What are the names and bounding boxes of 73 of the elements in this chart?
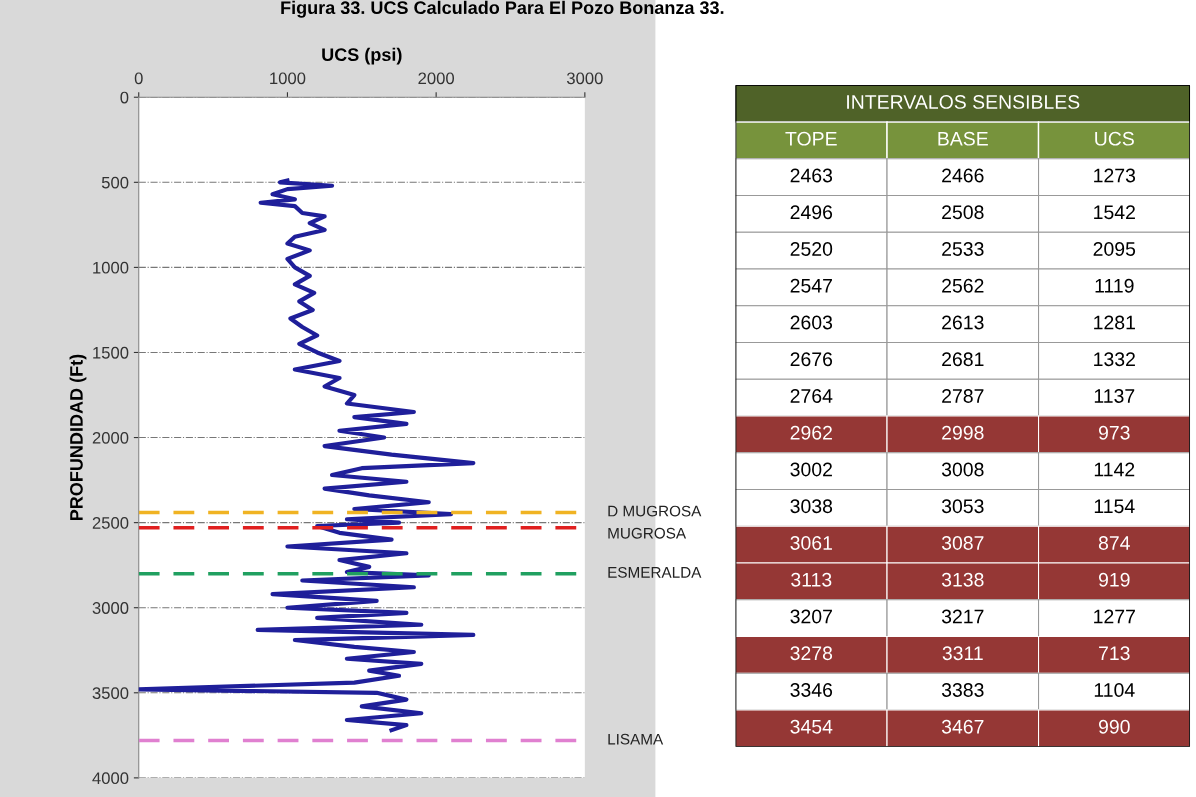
text: 919 <box>1098 572 1130 587</box>
text: 2533 <box>942 242 984 256</box>
x-tick-label: 1000 <box>270 72 306 85</box>
y-tick-label: 2000 <box>92 431 129 444</box>
x-tick-label: 3000 <box>566 72 603 85</box>
text: 3008 <box>941 462 984 477</box>
ref-line-label: LISAMA <box>608 733 664 745</box>
y-tick-label: 3000 <box>92 602 129 614</box>
chart-title: Figura 33. UCS Calculado Para El Pozo Bonanza 33. <box>281 0 724 18</box>
text: 2676 <box>790 352 833 367</box>
text: 3383 <box>941 683 984 697</box>
y-tick-label: 1000 <box>93 261 129 274</box>
line-series <box>138 178 476 733</box>
text: 3087 <box>941 536 984 550</box>
text: 1273 <box>1094 168 1136 183</box>
text: 3061 <box>790 536 832 550</box>
text: 1142 <box>1094 462 1135 477</box>
y-tick-label: 1500 <box>93 346 129 359</box>
text: 2508 <box>942 205 984 220</box>
text: 3311 <box>942 646 983 661</box>
text: 3217 <box>941 609 984 624</box>
text: 1154 <box>1094 499 1135 514</box>
y-tick-label: 3500 <box>92 687 129 699</box>
category-label: BASE <box>938 131 988 146</box>
x-tick-label: 2000 <box>418 72 455 85</box>
text: 990 <box>1098 719 1130 734</box>
text: INTERVALOS SENSIBLES <box>847 95 1080 109</box>
text: 3278 <box>790 646 833 661</box>
text: 3467 <box>941 719 984 734</box>
text: 3053 <box>941 499 984 514</box>
text: 3138 <box>941 572 984 587</box>
ref-line-label: MUGROSA <box>608 527 687 539</box>
text: 3346 <box>790 683 833 697</box>
text: 2520 <box>790 242 833 256</box>
text: 3454 <box>790 719 833 734</box>
text: 2787 <box>942 389 984 403</box>
text: 2764 <box>790 389 833 403</box>
text: 973 <box>1098 425 1130 440</box>
text: 2962 <box>790 425 832 440</box>
y-axis-title: PROFUNDIDAD (Ft) <box>69 354 87 521</box>
text: 1332 <box>1094 352 1135 367</box>
text: 1104 <box>1094 683 1135 697</box>
y-tick-label: 4000 <box>92 772 129 785</box>
text: 2613 <box>942 315 984 330</box>
category-label: UCS <box>1095 131 1134 146</box>
text: 3038 <box>790 499 833 514</box>
text: 2496 <box>790 205 833 220</box>
text: 1277 <box>1094 609 1135 624</box>
ref-line-label: ESMERALDA <box>608 566 702 578</box>
text: 2095 <box>1093 242 1136 256</box>
text: 2547 <box>790 278 832 293</box>
text: 713 <box>1099 646 1130 661</box>
text: 3113 <box>791 572 832 587</box>
text: 3002 <box>790 462 832 477</box>
text: 874 <box>1098 536 1130 550</box>
text: 2562 <box>942 278 984 293</box>
text: 3207 <box>790 609 832 624</box>
text: 2603 <box>790 315 833 330</box>
text: 2998 <box>942 425 984 440</box>
category-label: TOPE <box>785 131 837 146</box>
text: 1542 <box>1094 205 1135 220</box>
text: 2463 <box>790 168 833 183</box>
y-tick-label: 2500 <box>92 517 129 529</box>
x-tick-label: 0 <box>134 72 143 85</box>
text: 1119 <box>1095 278 1134 293</box>
x-axis-title: UCS (psi) <box>322 47 402 65</box>
text: 2681 <box>942 352 984 367</box>
text: 1281 <box>1094 315 1135 330</box>
y-tick-label: 500 <box>101 176 129 189</box>
text: 2466 <box>942 168 984 183</box>
y-tick-label: 0 <box>120 91 129 104</box>
text: 1137 <box>1094 389 1135 403</box>
ref-line-label: D MUGROSA <box>608 505 702 517</box>
